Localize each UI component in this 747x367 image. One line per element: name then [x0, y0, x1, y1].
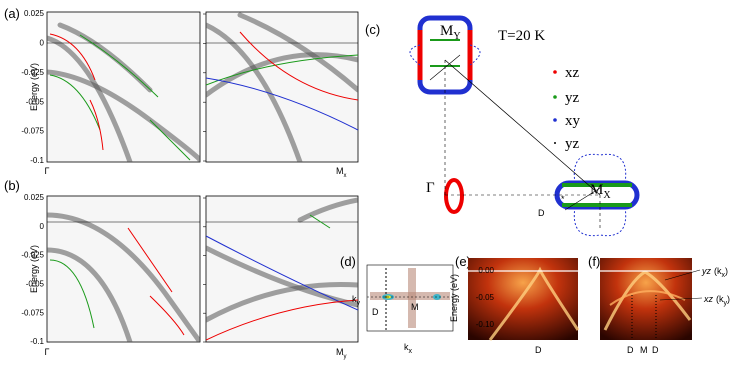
x-tick-label: My	[336, 347, 347, 360]
y-tick-label: -0.075	[21, 127, 44, 136]
y-tick-label: 0	[40, 222, 45, 231]
y-axis-label: Energy (eV)	[449, 274, 459, 322]
panel-label: (b)	[4, 178, 20, 193]
subscript: x	[722, 272, 726, 279]
symbol: M	[440, 23, 453, 39]
band-structure	[206, 197, 358, 341]
legend: xz yz xy yz	[553, 65, 581, 152]
symbol: k	[404, 342, 409, 352]
symbol: k	[352, 294, 357, 304]
x-tick-label: Mx	[336, 166, 347, 179]
legend-label: xz	[565, 65, 580, 81]
x-tick-label: Γ	[45, 166, 50, 176]
subscript: x	[344, 173, 347, 179]
panel-label: (f)	[588, 254, 600, 269]
point-label: Γ	[426, 180, 435, 196]
symbol: M	[590, 182, 603, 198]
subscript: Y	[453, 31, 460, 42]
x-axis-label: kx	[404, 342, 413, 355]
subscript: x	[409, 348, 413, 355]
x-tick-label: Γ	[45, 347, 50, 357]
paren: )	[725, 266, 728, 276]
band-structure	[206, 12, 358, 162]
annotation: yz (kx)	[701, 266, 728, 279]
x-tick-label: D	[652, 345, 659, 355]
point-label: M	[411, 302, 419, 312]
y-tick-label: -0.10	[476, 320, 495, 329]
y-tick-label: 0	[40, 39, 45, 48]
band-structure	[47, 22, 200, 162]
band-structure	[47, 212, 200, 342]
arpes-image	[600, 258, 703, 340]
legend-label: yz	[565, 136, 580, 152]
legend-label: yz	[565, 90, 580, 106]
paren: (k	[714, 266, 722, 276]
symbol: M	[336, 347, 344, 357]
y-axis-label: Energy (eV)	[29, 245, 39, 293]
y-tick-label: 0.025	[24, 9, 45, 18]
point-label: MY	[440, 23, 461, 42]
y-tick-label: -0.075	[21, 308, 44, 317]
legend-marker	[553, 70, 557, 74]
legend-marker	[553, 118, 557, 122]
y-axis-label: Energy (eV)	[29, 63, 39, 111]
subscript: y	[724, 300, 728, 307]
y-tick-label: -0.1	[30, 337, 44, 346]
x-tick-label: D	[627, 345, 634, 355]
temperature: T=20 K	[498, 28, 545, 44]
orbital: yz	[701, 266, 712, 276]
arpes-image	[468, 258, 580, 341]
y-tick-label: -0.1	[30, 156, 44, 165]
point-label: MX	[590, 182, 611, 201]
fermi-surface	[409, 15, 640, 237]
point-label: *	[561, 194, 565, 204]
paren: (k	[716, 294, 724, 304]
plot-frame	[205, 195, 359, 343]
fermi-map	[366, 264, 454, 332]
y-tick-label: 0.00	[478, 266, 494, 275]
orbital: xz	[703, 294, 714, 304]
legend-marker	[553, 95, 557, 99]
legend-label: xy	[565, 113, 581, 129]
subscript: y	[344, 354, 347, 360]
panel-label: (d)	[340, 254, 356, 269]
y-tick-label: 0.025	[24, 193, 45, 202]
annotation: xz (ky)	[703, 294, 730, 307]
x-tick-label: D	[535, 345, 542, 355]
x-tick-label: M	[640, 345, 648, 355]
y-tick-label: -0.025	[21, 68, 44, 77]
y-tick-label: -0.025	[21, 251, 44, 260]
symbol: M	[336, 166, 344, 176]
y-axis-label: ky	[352, 294, 361, 307]
y-tick-label: -0.05	[476, 293, 495, 302]
legend-marker	[554, 142, 556, 144]
subscript: y	[357, 300, 361, 307]
subscript: X	[603, 190, 611, 201]
paren: )	[727, 294, 730, 304]
point-label: D	[538, 208, 545, 218]
panel-label: (c)	[365, 22, 380, 37]
panel-label: (a)	[4, 6, 20, 21]
y-tick-label: -0.05	[26, 97, 45, 106]
y-tick-label: -0.05	[26, 280, 45, 289]
point-label: D	[372, 307, 379, 317]
panel-label: (e)	[455, 254, 471, 269]
